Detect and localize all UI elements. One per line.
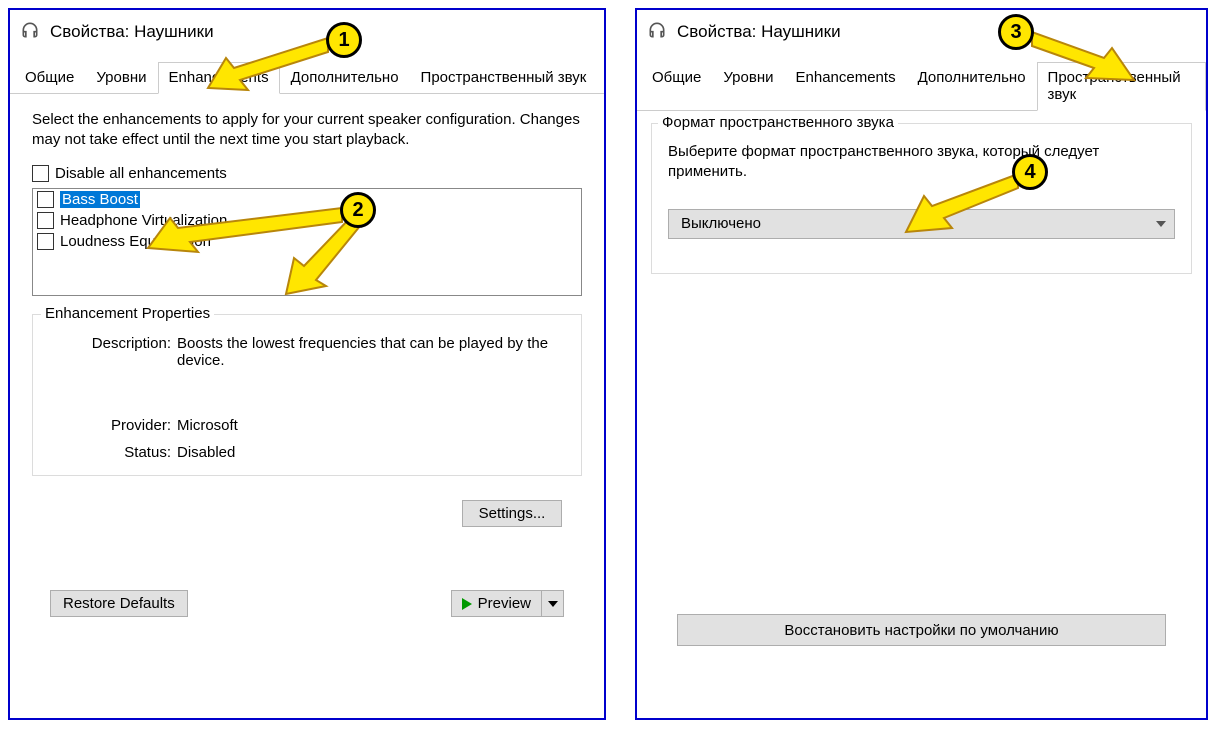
description-value: Boosts the lowest frequencies that can b… — [177, 335, 567, 369]
chevron-down-icon — [1156, 221, 1166, 227]
headphone-virt-checkbox[interactable] — [37, 212, 54, 229]
tab-spatial[interactable]: Пространственный звук — [410, 62, 598, 94]
tab-general[interactable]: Общие — [641, 62, 712, 111]
tab-general[interactable]: Общие — [14, 62, 85, 94]
preview-dropdown-arrow[interactable] — [542, 590, 564, 617]
preview-button[interactable]: Preview — [451, 590, 542, 617]
disable-all-row[interactable]: Disable all enhancements — [32, 165, 582, 182]
titlebar-left: Свойства: Наушники — [10, 10, 604, 54]
headphones-icon — [20, 20, 40, 45]
bass-boost-label: Bass Boost — [60, 191, 140, 208]
list-item[interactable]: Bass Boost — [33, 189, 581, 210]
preview-split-button[interactable]: Preview — [451, 590, 564, 617]
properties-legend: Enhancement Properties — [41, 305, 214, 322]
list-item[interactable]: Loudness Equalization — [33, 231, 581, 252]
tab-levels[interactable]: Уровни — [712, 62, 784, 111]
status-label: Status: — [47, 444, 177, 461]
tab-advanced[interactable]: Дополнительно — [907, 62, 1037, 111]
titlebar-right: Свойства: Наушники — [637, 10, 1206, 54]
window-title: Свойства: Наушники — [50, 22, 214, 42]
disable-all-label: Disable all enhancements — [55, 165, 227, 182]
restore-defaults-button[interactable]: Restore Defaults — [50, 590, 188, 617]
tab-spatial[interactable]: Пространственный звук — [1037, 62, 1206, 111]
disable-all-checkbox[interactable] — [32, 165, 49, 182]
tabs-left: Общие Уровни Enhancements Дополнительно … — [10, 62, 604, 94]
spatial-instruction: Выберите формат пространственного звука,… — [668, 142, 1175, 183]
annotation-badge-2: 2 — [340, 192, 376, 228]
bottom-row-left: Restore Defaults Preview — [50, 590, 564, 617]
tab-enhancements[interactable]: Enhancements — [785, 62, 907, 111]
content-left: Select the enhancements to apply for you… — [10, 94, 604, 492]
list-item[interactable]: Headphone Virtualization — [33, 210, 581, 231]
preview-label: Preview — [478, 595, 531, 612]
bass-boost-checkbox[interactable] — [37, 191, 54, 208]
settings-button[interactable]: Settings... — [462, 500, 562, 527]
spatial-format-combo[interactable]: Выключено — [668, 209, 1175, 239]
spatial-format-group: Формат пространственного звука Выберите … — [651, 123, 1192, 274]
left-window: Свойства: Наушники Общие Уровни Enhancem… — [8, 8, 606, 720]
headphone-virt-label: Headphone Virtualization — [60, 212, 227, 229]
loudness-eq-label: Loudness Equalization — [60, 233, 211, 250]
tabs-right: Общие Уровни Enhancements Дополнительно … — [637, 62, 1206, 111]
provider-label: Provider: — [47, 417, 177, 434]
description-label: Description: — [47, 335, 177, 369]
restore-defaults-button[interactable]: Восстановить настройки по умолчанию — [677, 614, 1166, 646]
tab-advanced[interactable]: Дополнительно — [280, 62, 410, 94]
right-window: Свойства: Наушники Общие Уровни Enhancem… — [635, 8, 1208, 720]
window-title: Свойства: Наушники — [677, 22, 841, 42]
annotation-badge-3: 3 — [998, 14, 1034, 50]
headphones-icon — [647, 20, 667, 45]
annotation-badge-1: 1 — [326, 22, 362, 58]
spatial-legend: Формат пространственного звука — [658, 114, 898, 131]
status-value: Disabled — [177, 444, 567, 461]
provider-value: Microsoft — [177, 417, 567, 434]
loudness-eq-checkbox[interactable] — [37, 233, 54, 250]
tab-enhancements[interactable]: Enhancements — [158, 62, 280, 94]
play-icon — [462, 598, 472, 610]
enhancement-properties-group: Enhancement Properties Description: Boos… — [32, 314, 582, 476]
combo-value: Выключено — [681, 215, 761, 232]
chevron-down-icon — [548, 601, 558, 607]
annotation-badge-4: 4 — [1012, 154, 1048, 190]
tab-levels[interactable]: Уровни — [85, 62, 157, 94]
enhancements-description: Select the enhancements to apply for you… — [32, 110, 582, 151]
enhancements-list[interactable]: Bass Boost Headphone Virtualization Loud… — [32, 188, 582, 296]
